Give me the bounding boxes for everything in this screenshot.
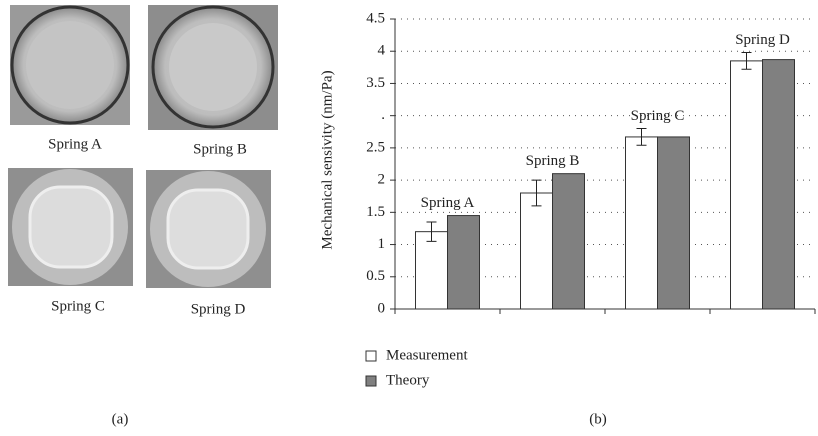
spring-label: Spring A bbox=[48, 136, 102, 152]
legend-label: Theory bbox=[386, 372, 430, 388]
bar bbox=[415, 231, 448, 310]
category-label: Spring D bbox=[735, 32, 790, 48]
y-tick-label: 2.5 bbox=[366, 139, 385, 155]
y-tick-label: 4.5 bbox=[366, 10, 385, 26]
y-tick-label: 0 bbox=[378, 300, 386, 316]
error-bar bbox=[426, 221, 437, 242]
bar bbox=[625, 136, 658, 310]
y-tick-label: . bbox=[381, 107, 385, 123]
y-tick-label: 1.5 bbox=[366, 204, 385, 220]
y-axis-label: Mechanical sensivity (nm/Pa) bbox=[319, 70, 335, 249]
legend-swatch bbox=[365, 350, 377, 362]
bar bbox=[552, 173, 585, 310]
spring-label: Spring C bbox=[51, 298, 105, 314]
spring-label: Spring D bbox=[191, 301, 246, 317]
y-tick-label: 4 bbox=[378, 43, 386, 59]
legend-label: Measurement bbox=[386, 347, 468, 363]
error-bar bbox=[636, 128, 647, 146]
y-tick-label: 0.5 bbox=[366, 268, 385, 284]
category-label: Spring C bbox=[631, 108, 685, 124]
y-tick-label: 1 bbox=[378, 236, 386, 252]
bar bbox=[730, 60, 763, 310]
y-tick-label: 3.5 bbox=[366, 75, 385, 91]
spring-label: Spring B bbox=[193, 141, 247, 157]
category-label: Spring B bbox=[526, 153, 580, 169]
caption: (a) bbox=[112, 411, 129, 427]
y-tick-label: 2 bbox=[378, 172, 386, 188]
spring-images bbox=[8, 5, 278, 288]
caption: (b) bbox=[589, 411, 607, 427]
bar bbox=[657, 136, 690, 310]
error-bar bbox=[531, 179, 542, 207]
bar bbox=[520, 192, 553, 310]
legend-swatch bbox=[365, 375, 377, 387]
category-label: Spring A bbox=[421, 195, 475, 211]
bar bbox=[447, 215, 480, 310]
error-bar bbox=[741, 52, 752, 70]
bar bbox=[762, 59, 795, 310]
